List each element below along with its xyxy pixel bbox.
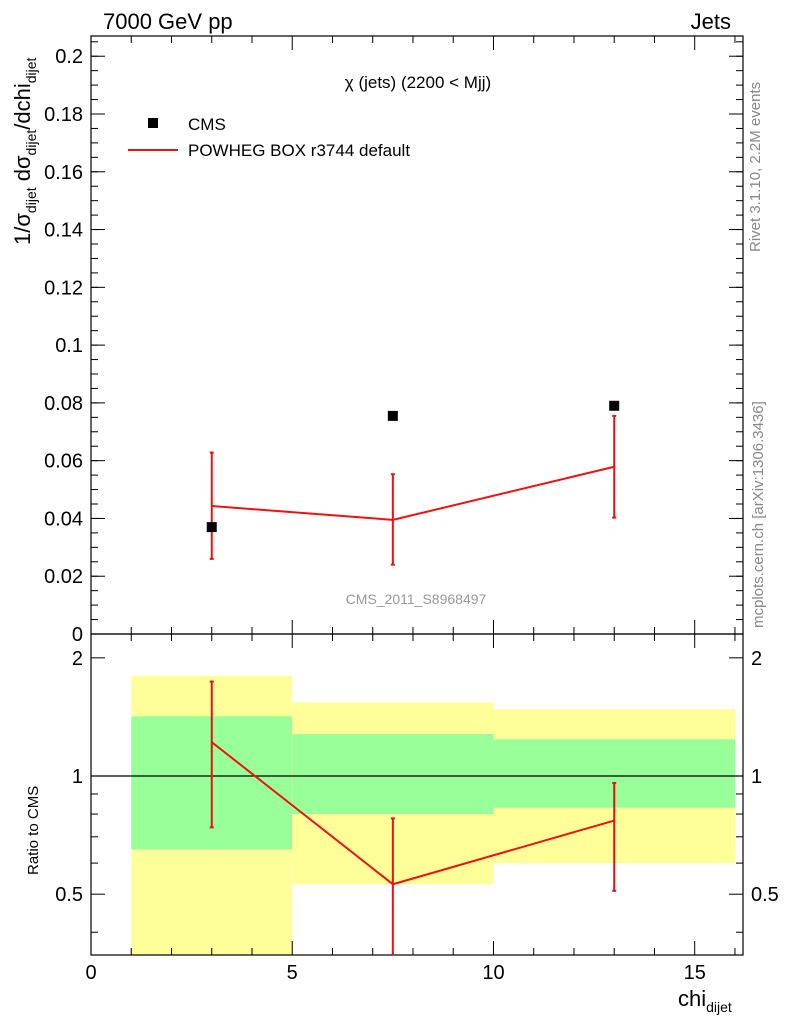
main-y-axis-label: 1/σdijet dσdijet/dchidijet (10, 57, 39, 245)
ylabel-sub2: dijet (23, 130, 39, 156)
ratio-y-axis-label: Ratio to CMS (25, 786, 42, 875)
xtick-label: 15 (684, 962, 706, 984)
main-ytick-label: 0.04 (44, 508, 83, 530)
ylabel-sub3: dijet (23, 57, 39, 83)
main-ytick-label: 0.2 (55, 46, 83, 68)
legend-label-cms: CMS (188, 115, 226, 134)
ratio-ytick-label-right: 1 (751, 766, 762, 788)
data-point (609, 400, 620, 411)
uncertainty-band-inner-1 (292, 733, 494, 815)
xtick-label: 10 (482, 962, 504, 984)
xtick-label: 5 (287, 962, 298, 984)
xlabel-main: chi (678, 986, 706, 1011)
main-ytick-label: 0.06 (44, 451, 83, 473)
ratio-frame (90, 633, 744, 956)
data-point (387, 410, 398, 421)
header-right: Jets (691, 9, 731, 34)
ylabel-mid: dσ (10, 155, 35, 187)
legend: CMS POWHEG BOX r3744 default (128, 115, 410, 160)
ylabel-sub1: dijet (23, 187, 39, 213)
ylabel-post: /dchi (10, 83, 35, 129)
ratio-ytick-label-right: 2 (751, 648, 762, 670)
rivet-label: Rivet 3.1.10, 2.2M events (747, 82, 764, 252)
main-panel: 0 0.02 0.04 0.06 0.08 0.1 0.12 0.14 0.16 0.18 0.2 C… (44, 35, 744, 646)
main-ytick-label: 0.12 (44, 277, 83, 299)
plot-title: χ (jets) (2200 < Mjj) (345, 73, 491, 92)
data-point (206, 522, 217, 533)
main-ytick-label: 0 (72, 624, 83, 646)
x-axis-label: chidijet (678, 986, 732, 1015)
xtick-label: 0 (85, 962, 96, 984)
legend-marker-cms (148, 118, 158, 128)
main-ytick-label: 0.1 (55, 335, 83, 357)
ratio-ytick-label-left: 0.5 (55, 884, 83, 906)
mc-line (211, 465, 615, 521)
analysis-watermark: CMS_2011_S8968497 (346, 591, 487, 607)
main-ytick-label: 0.02 (44, 566, 83, 588)
main-ytick-label: 0.16 (44, 162, 83, 184)
main-ytick-label: 0.18 (44, 104, 83, 126)
ratio-ytick-label-left: 2 (72, 648, 83, 670)
legend-label-mc: POWHEG BOX r3744 default (188, 141, 410, 160)
ratio-ytick-label-left: 1 (72, 766, 83, 788)
mcplots-label: mcplots.cern.ch [arXiv:1306.3436] (750, 401, 767, 628)
ratio-ytick-label-right: 0.5 (751, 884, 779, 906)
xlabel-sub: dijet (706, 999, 732, 1015)
ratio-panel: 0 5 10 15 0.5 0.5 1 1 2 2 (55, 633, 779, 984)
main-ytick-label: 0.14 (44, 220, 83, 242)
ylabel-pre: 1/σ (10, 213, 35, 245)
header-left: 7000 GeV pp (103, 9, 233, 34)
main-ytick-label: 0.08 (44, 393, 83, 415)
